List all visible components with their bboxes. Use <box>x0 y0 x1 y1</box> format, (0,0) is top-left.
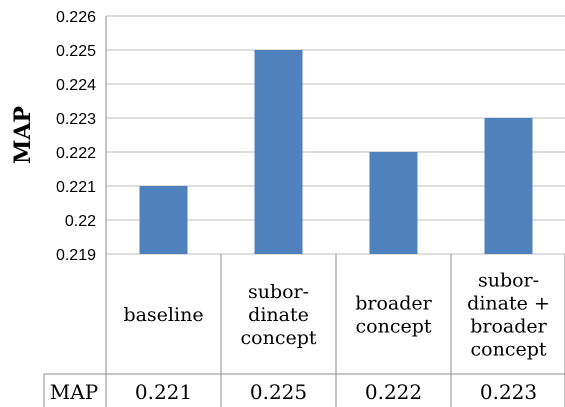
table-value: 0.222 <box>365 380 422 404</box>
y-tick-label: 0.225 <box>56 43 96 60</box>
y-tick-label: 0.221 <box>56 179 96 196</box>
category-label: broader concept <box>355 293 432 338</box>
bar <box>139 186 188 254</box>
table-value: 0.221 <box>135 380 192 404</box>
y-axis-label: MAP <box>10 106 36 164</box>
category-label: subor-dinate concept <box>241 281 317 349</box>
table-value: 0.225 <box>250 380 307 404</box>
y-tick-label: 0.226 <box>56 9 96 26</box>
y-tick-label: 0.224 <box>56 77 96 94</box>
y-tick-label: 0.22 <box>65 213 96 230</box>
bar <box>369 152 418 254</box>
y-tick-label: 0.219 <box>56 247 96 264</box>
bar <box>484 118 533 254</box>
category-label: subor-dinate + broader concept <box>467 270 550 361</box>
table-value: 0.223 <box>480 380 537 404</box>
y-tick-label: 0.222 <box>56 145 96 162</box>
table-row-label: MAP <box>50 380 98 404</box>
y-tick-label: 0.223 <box>56 111 96 128</box>
bar <box>254 50 303 254</box>
category-label: baseline <box>123 304 203 326</box>
